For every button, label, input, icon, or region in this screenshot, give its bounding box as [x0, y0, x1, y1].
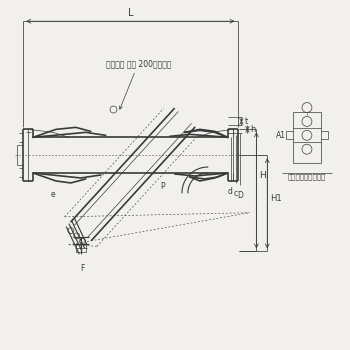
Text: F: F: [80, 264, 85, 273]
Text: A1: A1: [276, 131, 286, 140]
Bar: [293, 112, 321, 163]
Bar: [76, 244, 86, 252]
Text: H1: H1: [270, 194, 282, 203]
Text: t: t: [244, 117, 248, 126]
Text: L: L: [128, 8, 133, 18]
Text: c: c: [233, 189, 238, 198]
Text: P: P: [160, 182, 165, 191]
Text: ストレーナの内面図: ストレーナの内面図: [288, 173, 326, 180]
Text: e: e: [51, 190, 55, 199]
Text: d: d: [228, 187, 233, 196]
Text: 流れ方向 両向 200メッシュ: 流れ方向 両向 200メッシュ: [106, 59, 171, 109]
Text: h: h: [250, 125, 256, 134]
Text: D: D: [238, 191, 243, 200]
Text: H: H: [259, 171, 266, 180]
